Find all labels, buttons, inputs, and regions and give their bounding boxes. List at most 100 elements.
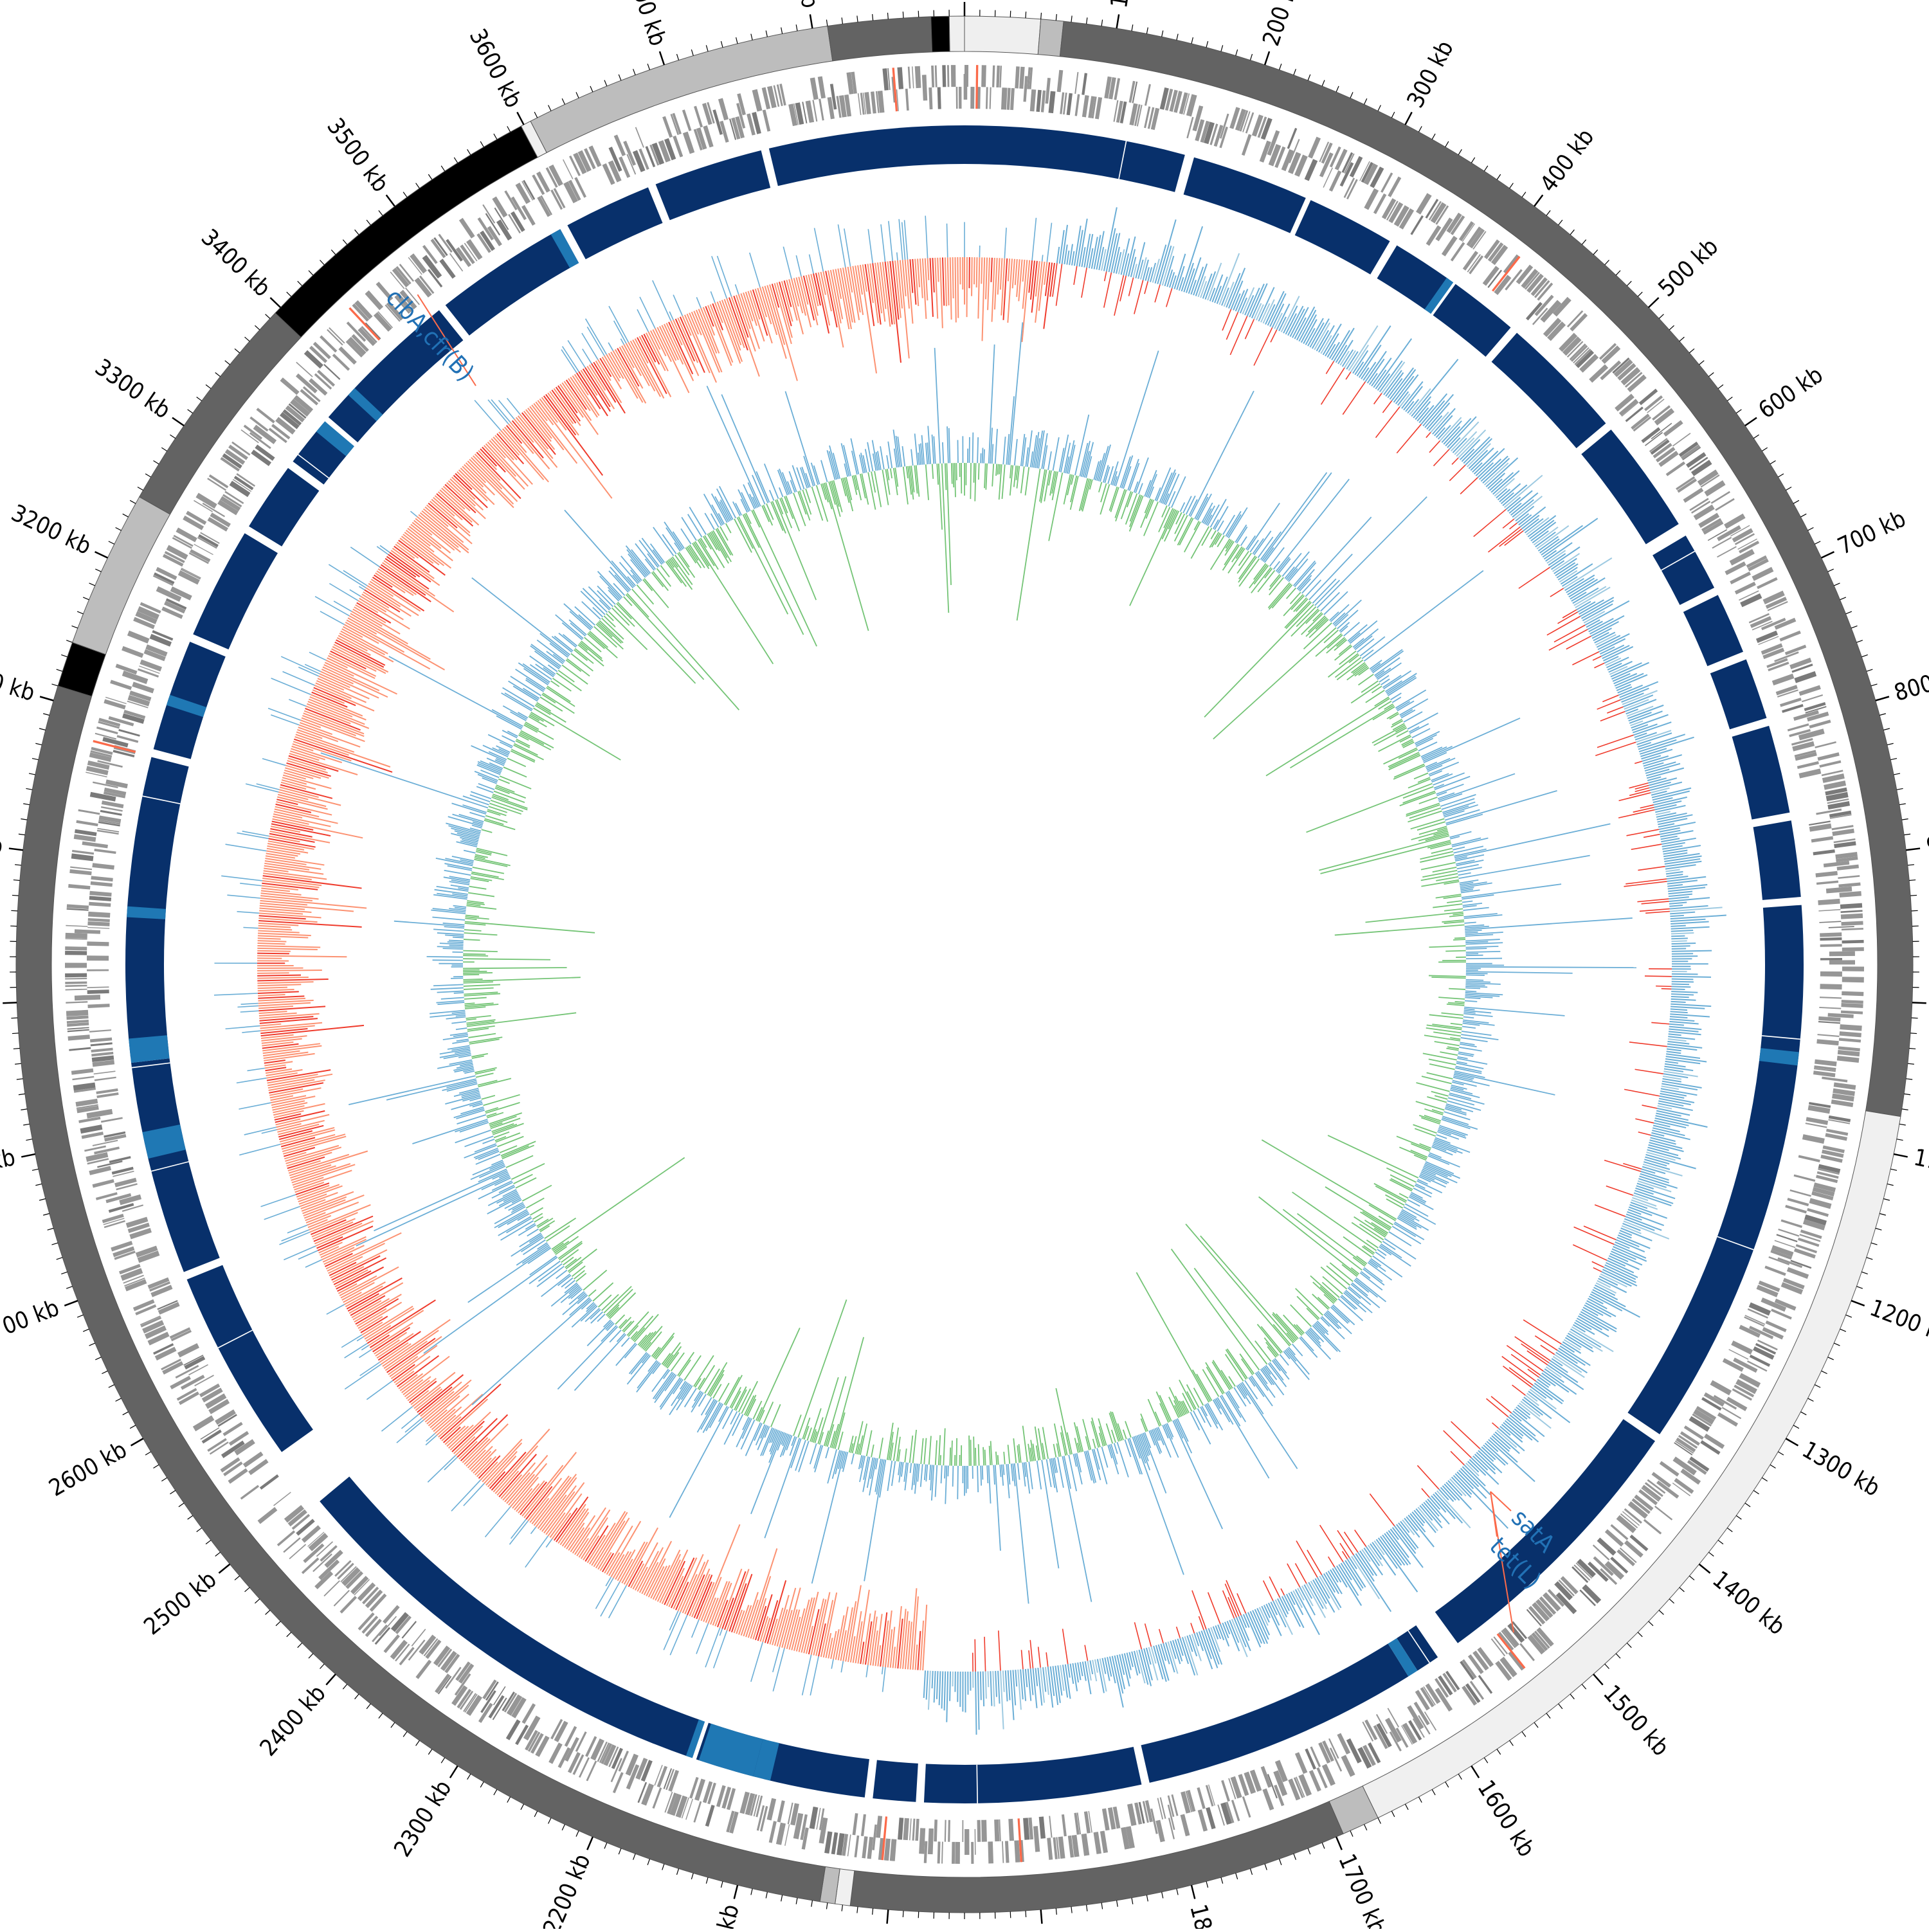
minor-tick [1669, 1599, 1674, 1603]
gc-skew-bar [1163, 473, 1176, 503]
cds-feature [937, 1841, 941, 1863]
gc-skew-bar [1339, 645, 1351, 655]
gc-content-bar [1633, 1195, 1648, 1200]
cds-feature [769, 1821, 777, 1843]
gc-content-bar [1498, 1428, 1524, 1450]
gc-content-bar [1003, 1670, 1004, 1692]
gc-content-bar [810, 255, 813, 274]
gc-content-bar [1114, 275, 1123, 316]
minor-tick [1908, 1063, 1914, 1064]
minor-tick [276, 1621, 280, 1626]
major-tick [1745, 418, 1757, 426]
gc-content-bar [1550, 1360, 1568, 1372]
gc-skew-bar [1290, 705, 1393, 768]
gc-content-bar [799, 277, 811, 327]
gc-content-bar [637, 1551, 658, 1592]
gc-content-bar [1053, 1666, 1058, 1704]
minor-tick [1294, 69, 1296, 75]
minor-tick [1753, 435, 1759, 438]
gc-skew-bar [1429, 1059, 1456, 1065]
minor-tick [287, 292, 291, 296]
gc-skew-bar [1379, 676, 1389, 682]
minor-tick [1879, 1213, 1886, 1215]
gc-content-bar [1031, 1668, 1033, 1695]
gc-content-bar [507, 398, 520, 414]
minor-tick [309, 271, 313, 275]
cds-feature [87, 1004, 109, 1008]
gc-skew-bar [945, 1466, 946, 1504]
gc-content-bar [1632, 725, 1648, 730]
gc-content-bar [1161, 1644, 1166, 1661]
gc-content-bar [945, 1672, 946, 1711]
minor-tick [1793, 500, 1799, 503]
cds-feature [981, 65, 986, 87]
minor-tick [32, 759, 39, 760]
gc-content-bar [278, 795, 326, 807]
cds-feature [93, 1179, 114, 1187]
minor-tick [751, 34, 752, 41]
gc-content-bar [531, 1527, 536, 1534]
gc-content-bar [1343, 382, 1365, 415]
minor-tick [648, 1859, 649, 1864]
gc-skew-bar [1324, 591, 1348, 615]
similarity-block [1683, 595, 1743, 666]
minor-tick [1308, 75, 1310, 80]
gc-content-bar [240, 1011, 259, 1012]
gc-skew-bar [1164, 1425, 1178, 1458]
gc-skew-bar [1359, 674, 1374, 685]
gc-skew-bar [1450, 832, 1472, 838]
gc-skew-bar [1263, 1368, 1284, 1395]
gc-content-bar [381, 1407, 412, 1431]
gc-content-bar [1645, 764, 1680, 773]
gc-content-bar [983, 1672, 984, 1706]
gc-content-bar [1558, 612, 1578, 624]
cds-feature [588, 145, 601, 167]
gc-skew-bar [1458, 856, 1589, 879]
gc-content-bar [1449, 465, 1465, 481]
gc-skew-bar [1372, 686, 1381, 692]
major-tick [450, 1766, 458, 1778]
minor-tick [1778, 1452, 1784, 1455]
cds-feature [1822, 1077, 1847, 1083]
cds-feature [1842, 977, 1864, 982]
gc-content-bar [978, 1672, 979, 1730]
minor-tick [1308, 1848, 1310, 1854]
gc-content-bar [1556, 1352, 1588, 1373]
gc-skew-bar [1375, 1252, 1385, 1258]
gc-content-bar [653, 280, 671, 321]
gc-skew-bar [1452, 838, 1481, 845]
major-tick [587, 1837, 593, 1850]
gc-content-bar [1462, 1467, 1490, 1494]
gc-content-bar [998, 1671, 999, 1704]
gc-skew-bar [1431, 977, 1465, 978]
gc-skew-bar [1183, 496, 1191, 513]
gc-skew-bar [1026, 467, 1029, 495]
cds-feature [935, 66, 937, 87]
minor-tick [534, 1811, 538, 1817]
gc-skew-bar [1008, 1445, 1010, 1464]
gc-skew-bar [1463, 1014, 1492, 1016]
gc-content-bar [444, 1458, 457, 1470]
gc-skew-bar [984, 464, 986, 488]
gc-content-bar [927, 1671, 928, 1700]
cds-feature [1842, 947, 1864, 951]
major-tick [386, 195, 395, 206]
gc-content-bar [1244, 1614, 1249, 1628]
gc-content-bar [1665, 862, 1701, 867]
gc-content-bar [1510, 523, 1517, 528]
minor-tick [1808, 1398, 1814, 1402]
minor-tick [1736, 410, 1741, 413]
gc-skew-bar [1017, 469, 1040, 620]
cds-feature [69, 1047, 91, 1051]
minor-tick [590, 86, 593, 92]
gc-content-bar [419, 514, 458, 547]
minor-tick [1680, 337, 1685, 341]
cds-feature [890, 1839, 897, 1861]
gc-content-bar [932, 258, 934, 293]
cds-feature [1305, 1748, 1316, 1769]
gc-content-bar [277, 797, 327, 809]
gc-content-bar [1143, 260, 1148, 280]
major-tick [95, 552, 108, 557]
cds-feature [1364, 188, 1379, 210]
gc-skew-bar [1465, 932, 1478, 933]
